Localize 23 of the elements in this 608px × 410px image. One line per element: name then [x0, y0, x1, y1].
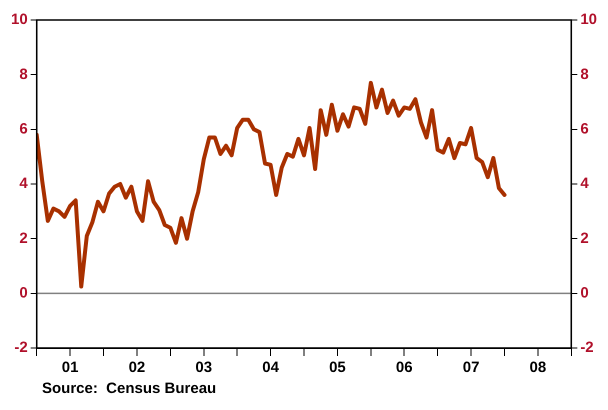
- x-tick-label: 03: [195, 359, 212, 376]
- x-tick-label: 07: [462, 359, 480, 376]
- y-tick-label: 4: [19, 175, 28, 192]
- y-tick-label: 2: [19, 230, 28, 247]
- x-tick-label: 01: [62, 359, 78, 376]
- x-tick-label: 08: [530, 359, 546, 376]
- y2-tick-label: 2: [580, 230, 589, 247]
- x-tick-label: 04: [262, 359, 280, 376]
- x-tick-label: 02: [128, 359, 146, 376]
- y-tick-label: 10: [10, 11, 28, 28]
- y2-tick-label: 6: [580, 120, 589, 138]
- y2-tick-label: 8: [580, 66, 589, 83]
- x-tick-label: 05: [329, 359, 346, 376]
- y-tick-label: -2: [14, 339, 28, 356]
- y-tick-label: 6: [19, 120, 28, 138]
- x-tick-label: 06: [396, 359, 413, 376]
- y2-tick-label: 4: [580, 175, 590, 192]
- y-tick-label: 8: [19, 66, 28, 83]
- y-tick-label: 0: [19, 284, 28, 302]
- source-note: Source: Census Bureau: [42, 380, 218, 398]
- y2-tick-label: 0: [580, 284, 589, 302]
- y2-tick-label: 10: [580, 11, 598, 28]
- y2-tick-label: -2: [580, 339, 594, 356]
